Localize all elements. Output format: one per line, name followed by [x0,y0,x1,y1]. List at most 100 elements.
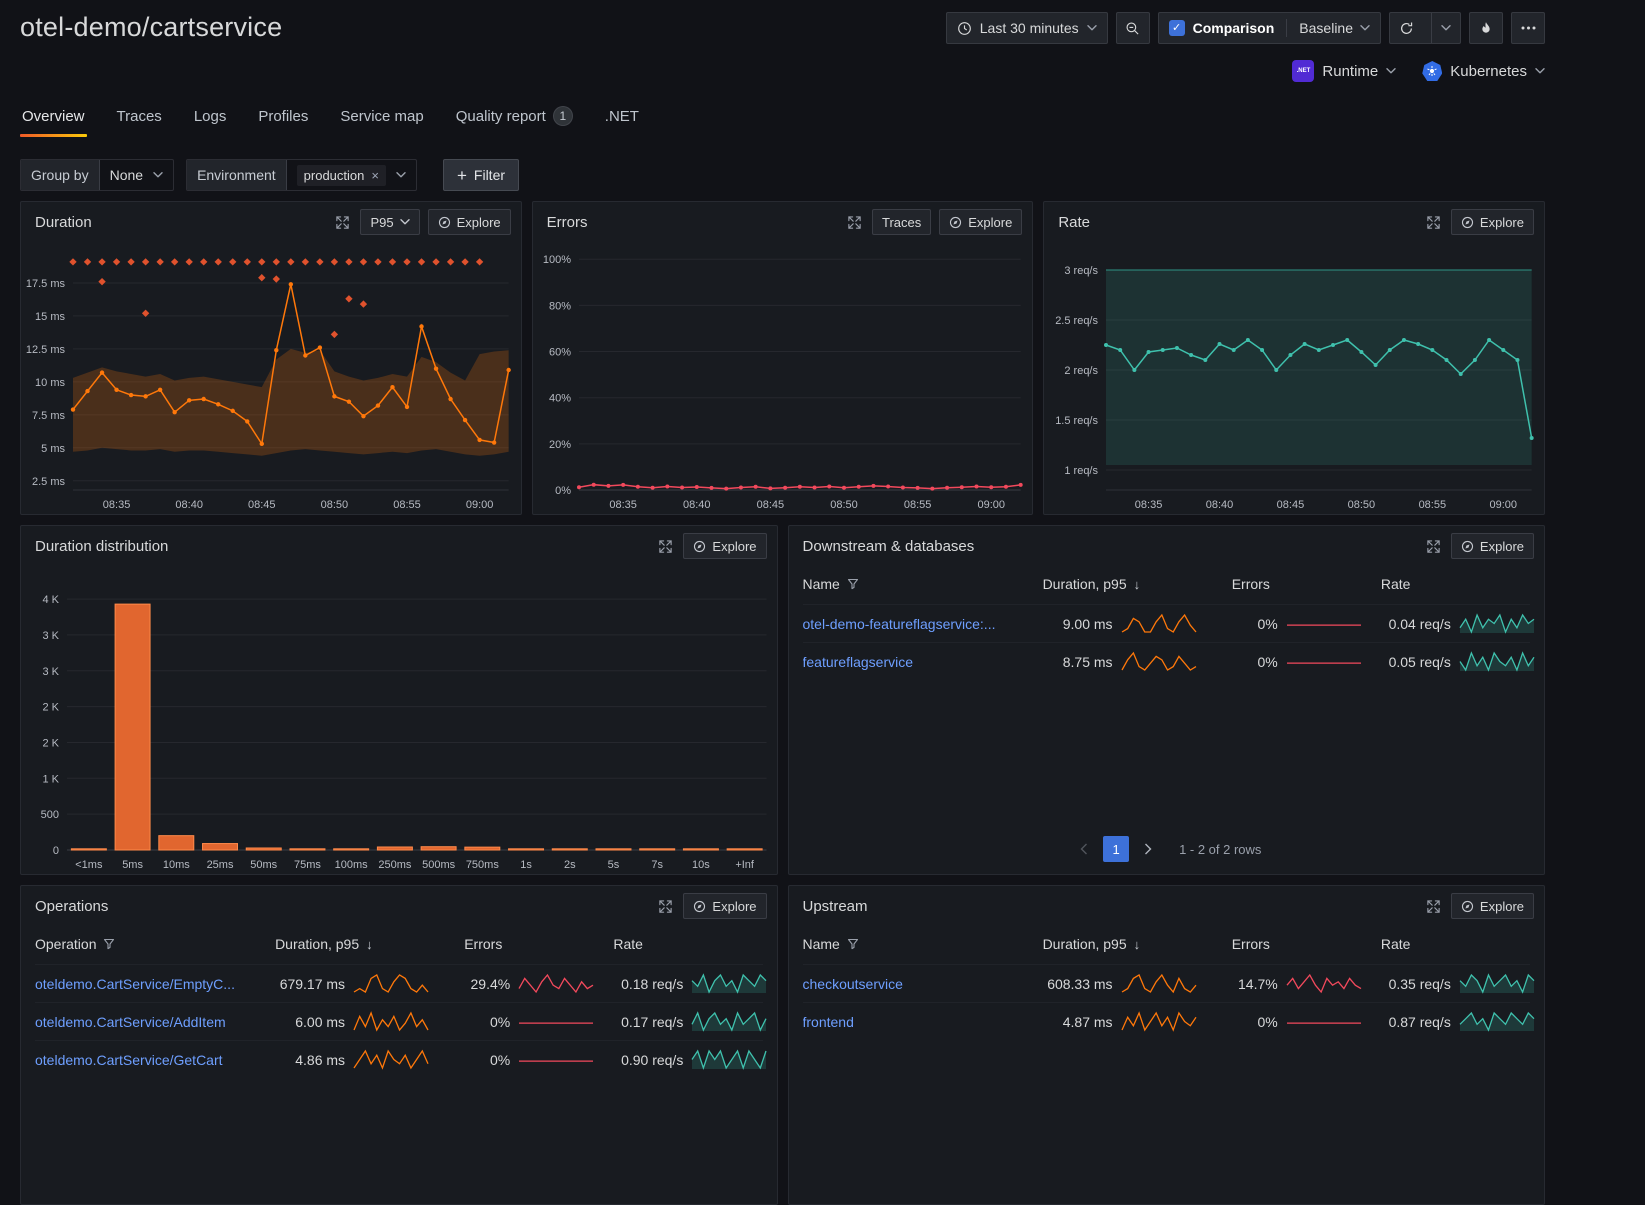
time-range-picker[interactable]: Last 30 minutes [945,12,1108,44]
expand-button[interactable] [845,213,864,232]
service-link[interactable]: otel-demo-featureflagservice:... [802,615,996,632]
errors-sparkline [1286,661,1361,664]
page-header: otel-demo/cartservice Last 30 minutes ✓ … [20,0,1545,82]
flame-graph-button[interactable] [1469,12,1503,44]
duration-distribution-chart[interactable]: 0 500 1 K 2 K 2 K 3 K 3 K 4 K <1ms 5ms 10ms 25ms 50m… [21,564,777,874]
expand-button[interactable] [656,537,675,556]
sort-desc-icon[interactable]: ↓ [1133,936,1141,952]
errors-value: 0% [1257,1013,1278,1030]
expand-button[interactable] [1424,213,1443,232]
explore-button[interactable]: Explore [683,533,767,559]
svg-text:08:40: 08:40 [175,499,203,511]
duration-value: 679.17 ms [279,975,346,992]
percentile-select[interactable]: P95 [360,209,420,235]
table-row: oteldemo.CartService/GetCart 4.86 ms 0% … [35,1040,767,1078]
traces-button[interactable]: Traces [872,209,932,235]
svg-text:08:45: 08:45 [756,499,784,511]
operation-link[interactable]: oteldemo.CartService/AddItem [35,1013,226,1030]
explore-button[interactable]: Explore [1450,209,1534,235]
tab-overview[interactable]: Overview [20,98,87,137]
panel-title: Operations [35,897,109,915]
service-link[interactable]: featureflagservice [802,653,914,670]
ellipsis-icon [1521,26,1535,30]
tab-dotnet[interactable]: .NET [603,98,641,137]
column-rate: Rate [1380,936,1411,952]
environment-value-chip[interactable]: production × [296,164,386,186]
expand-icon [1427,899,1440,913]
explore-button[interactable]: Explore [1450,893,1534,919]
service-link[interactable]: checkoutservice [802,975,903,992]
environment-value: production [303,167,365,183]
svg-text:80%: 80% [549,300,571,312]
service-link[interactable]: frontend [802,1013,854,1030]
panel-title: Duration [35,213,92,231]
svg-text:25ms: 25ms [207,859,234,871]
expand-button[interactable] [656,897,675,916]
zoom-out-icon [1126,22,1139,35]
pagination-next-button[interactable] [1135,836,1161,862]
expand-button[interactable] [333,213,352,232]
svg-text:1.5 req/s: 1.5 req/s [1056,415,1099,427]
group-by-control[interactable]: Group by None [20,159,175,191]
tab-profiles[interactable]: Profiles [256,98,310,137]
environment-label: Environment [187,160,287,190]
duration-sparkline [1120,1010,1197,1032]
column-errors: Errors [464,936,503,952]
errors-chart[interactable]: 0% 20% 40% 60% 80% 100% 08:35 08:40 08:45 08:50 08… [533,240,1033,514]
svg-text:<1ms: <1ms [75,859,103,871]
operation-link[interactable]: oteldemo.CartService/GetCart [35,1051,223,1068]
filter-icon[interactable] [103,938,115,950]
svg-text:5 ms: 5 ms [41,443,65,455]
refresh-interval-select[interactable] [1431,13,1460,43]
sort-desc-icon[interactable]: ↓ [366,936,373,952]
group-by-label: Group by [21,160,100,190]
duration-chart[interactable]: 2.5 ms 5 ms 7.5 ms 10 ms 12.5 ms 15 ms 17.5 ms… [21,240,521,514]
tab-label: Service map [340,107,424,125]
svg-text:3 K: 3 K [42,666,59,678]
remove-chip-icon[interactable]: × [371,167,379,183]
tab-service-map[interactable]: Service map [338,98,425,137]
svg-text:10s: 10s [692,859,710,871]
pagination-page-1[interactable]: 1 [1103,836,1130,862]
filter-icon[interactable] [847,578,859,590]
baseline-select[interactable]: Baseline [1299,20,1370,36]
comparison-checkbox[interactable]: ✓ [1168,20,1185,36]
refresh-icon [1401,22,1413,34]
filter-icon[interactable] [847,938,859,950]
upstream-table: Name Duration, p95 ↓ Errors Rate checkou… [789,924,1545,1040]
tab-traces[interactable]: Traces [115,98,164,137]
svg-text:08:50: 08:50 [321,499,349,511]
environment-filter[interactable]: Environment production × [186,159,417,191]
chevron-down-icon [399,219,410,225]
clock-icon [957,21,971,35]
column-rate: Rate [613,936,643,952]
add-filter-button[interactable]: + Filter [442,159,520,191]
explore-button[interactable]: Explore [427,209,511,235]
chevron-right-icon [1145,843,1152,855]
kubernetes-select[interactable]: Kubernetes [1422,61,1545,81]
refresh-button[interactable] [1390,13,1423,43]
expand-button[interactable] [1424,897,1443,916]
explore-button[interactable]: Explore [683,893,767,919]
tab-logs[interactable]: Logs [192,98,229,137]
duration-sparkline [353,973,429,993]
expand-button[interactable] [1424,537,1443,556]
duration-sparkline [353,1010,429,1032]
panel-downstream: Downstream & databases Explore Name [787,525,1545,875]
rate-chart[interactable]: 1 req/s 1.5 req/s 2 req/s 2.5 req/s 3 req/s 0… [1044,240,1544,514]
sort-desc-icon[interactable]: ↓ [1133,576,1141,592]
tab-label: Overview [22,107,85,125]
more-options-button[interactable] [1511,12,1545,44]
column-errors: Errors [1231,936,1270,952]
zoom-out-button[interactable] [1115,12,1150,44]
column-rate: Rate [1380,576,1411,592]
tab-quality-report[interactable]: Quality report 1 [454,98,575,137]
explore-label: Explore [1479,898,1524,914]
explore-button[interactable]: Explore [1450,533,1534,559]
operation-link[interactable]: oteldemo.CartService/EmptyC... [35,975,235,992]
runtime-select[interactable]: .NET Runtime [1292,60,1396,82]
errors-sparkline [1286,973,1362,993]
explore-button[interactable]: Explore [939,209,1023,235]
svg-text:08:35: 08:35 [609,499,637,511]
pagination-prev-button[interactable] [1071,836,1097,862]
